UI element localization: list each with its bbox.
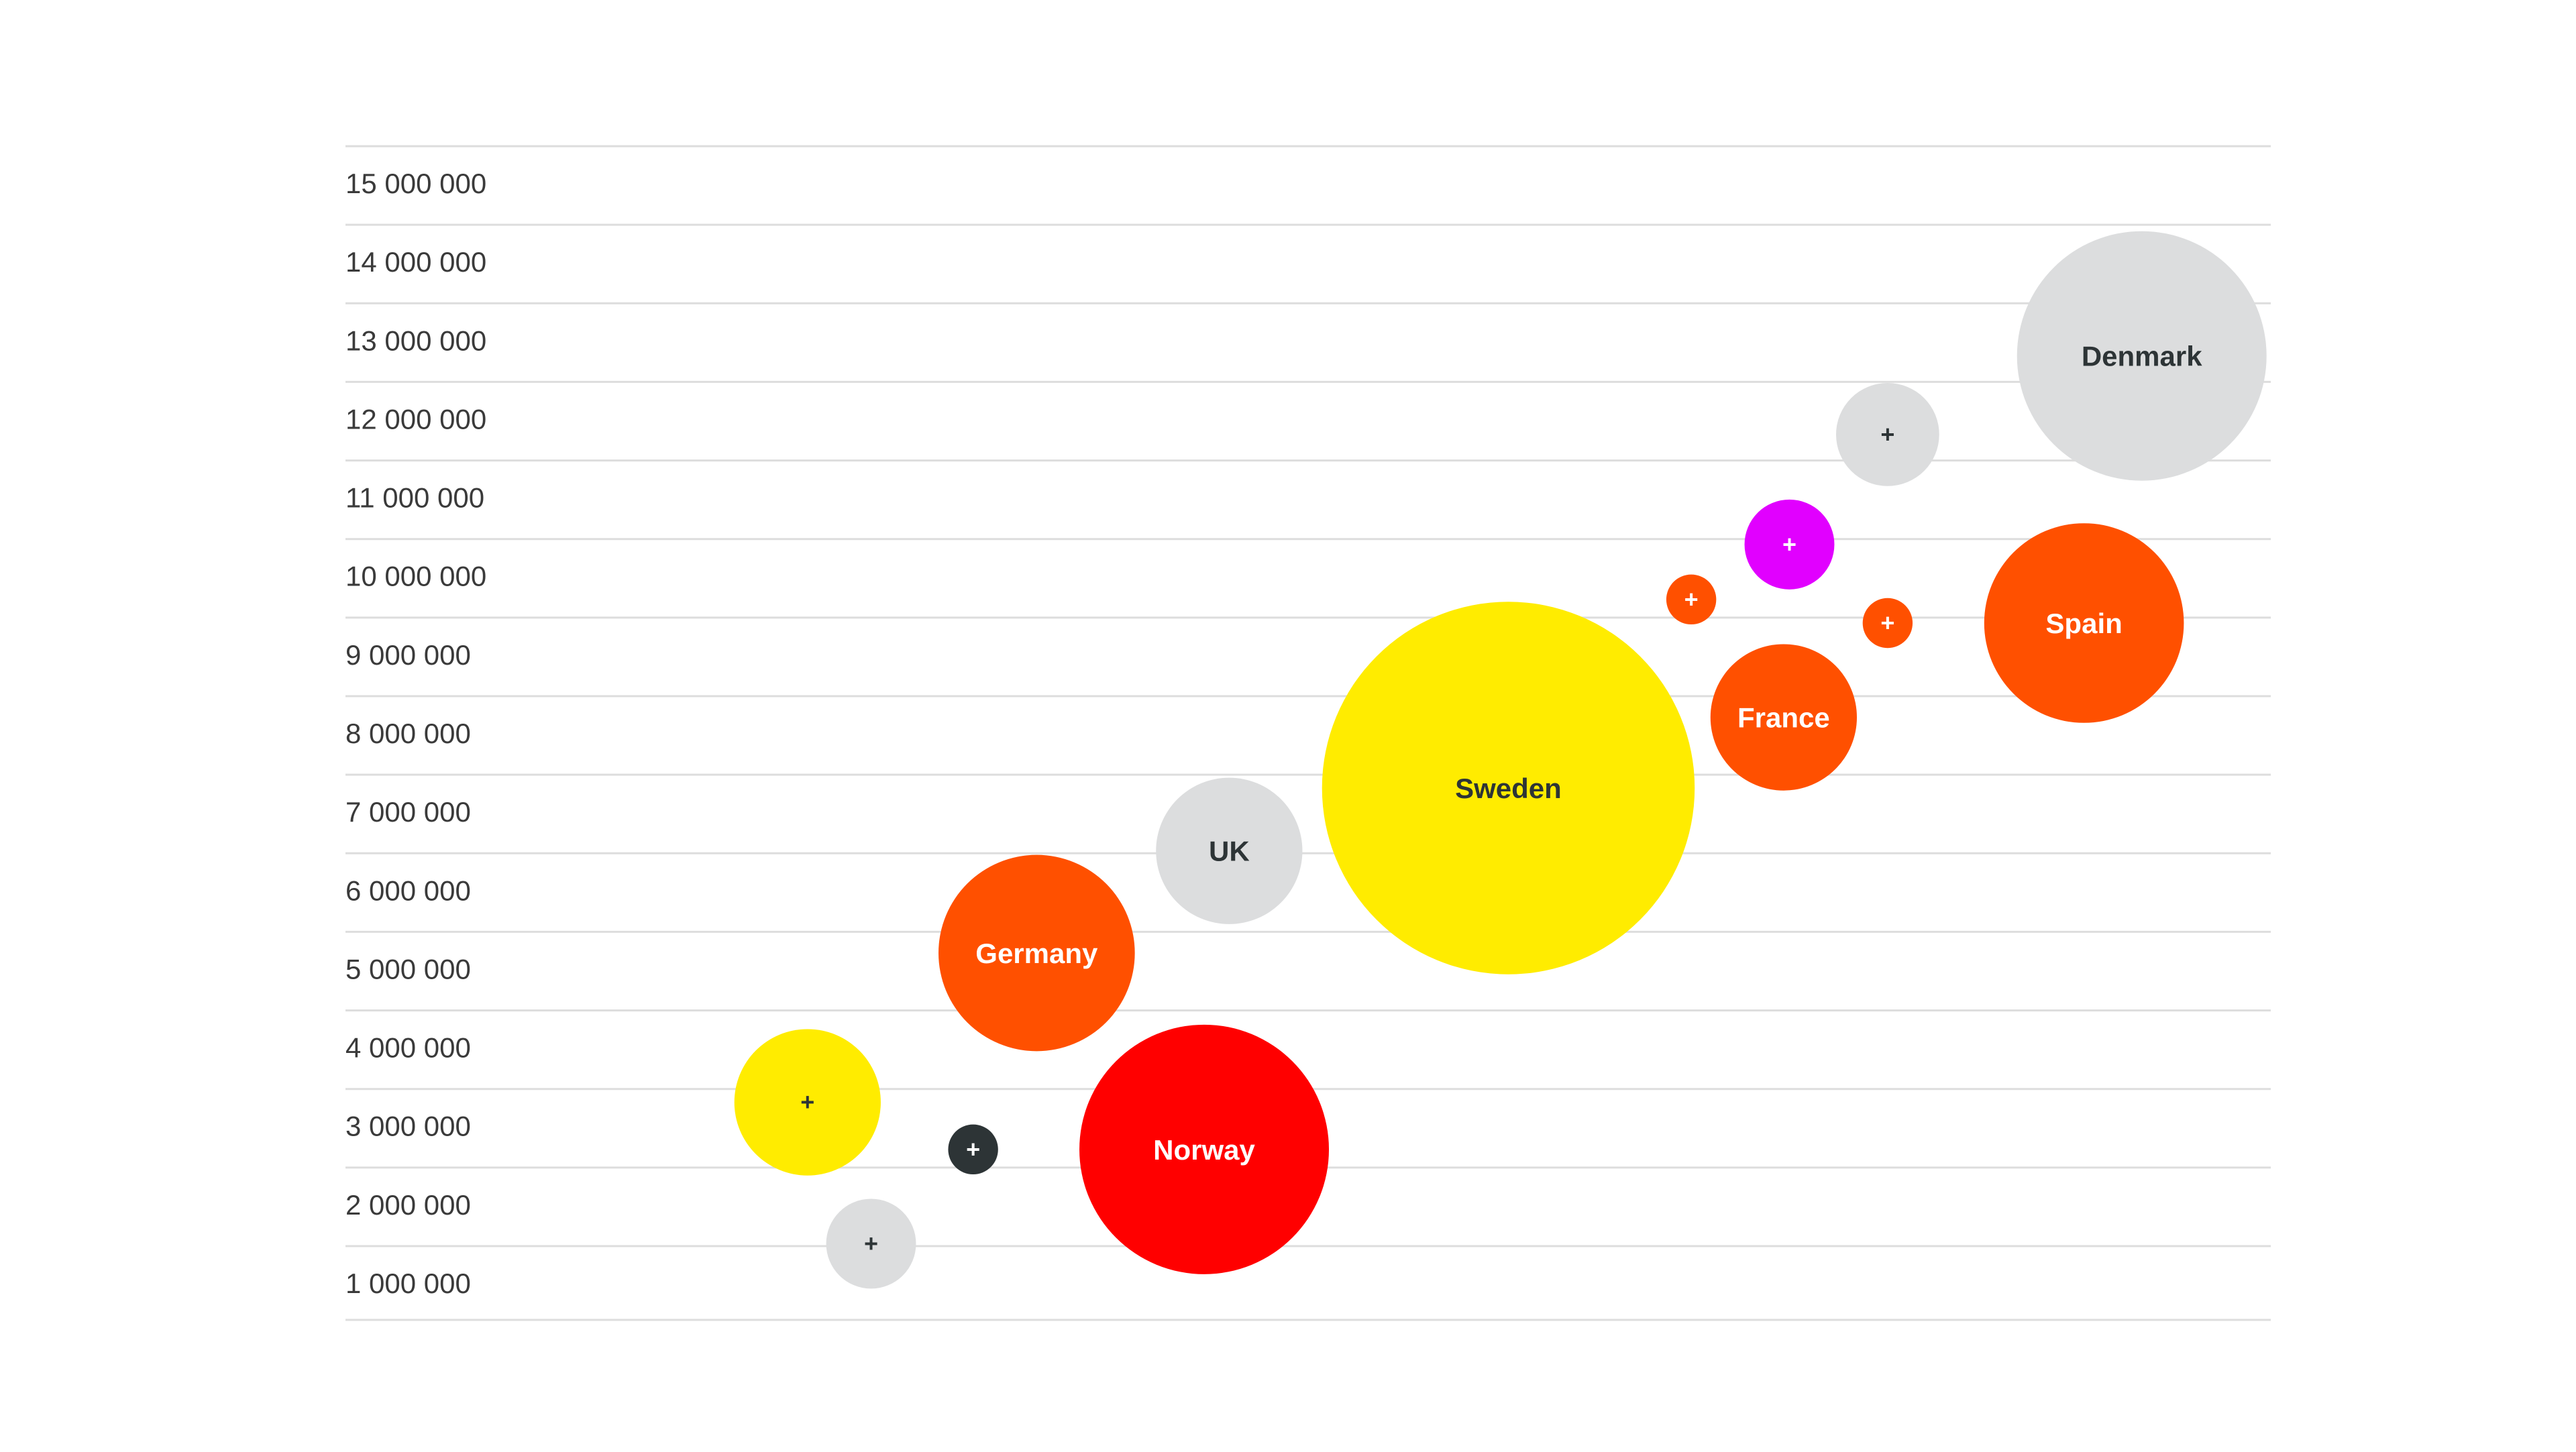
- y-tick-label: 1 000 000: [345, 1268, 471, 1299]
- y-tick-label: 5 000 000: [345, 953, 471, 985]
- bubble-label: France: [1737, 702, 1830, 734]
- bubble-label: UK: [1209, 836, 1250, 867]
- bubble-spain[interactable]: Spain: [1984, 523, 2184, 723]
- y-tick-label: 8 000 000: [345, 718, 471, 749]
- y-tick-label: 14 000 000: [345, 246, 486, 278]
- bubble-circle[interactable]: [734, 1029, 881, 1176]
- bubble-circle[interactable]: [948, 1124, 998, 1175]
- bubble-circle[interactable]: [2017, 231, 2267, 481]
- bubble-uk[interactable]: UK: [1156, 777, 1303, 924]
- plus-icon: +: [1880, 609, 1894, 636]
- bubble-circle[interactable]: [1710, 644, 1858, 791]
- y-tick-label: 2 000 000: [345, 1189, 471, 1221]
- expand-bubble[interactable]: +: [1666, 574, 1717, 625]
- bubble-label: Germany: [975, 938, 1098, 969]
- bubble-circle[interactable]: [1322, 602, 1695, 974]
- bubbles: + + + Germany Norway UK Sweden + France + + + Spain D…: [734, 231, 2267, 1289]
- plus-icon: +: [800, 1088, 814, 1116]
- gridlines: [345, 145, 2271, 1321]
- y-tick-label: 15 000 000: [345, 168, 486, 199]
- expand-bubble[interactable]: +: [734, 1029, 881, 1176]
- bubble-circle[interactable]: [1744, 499, 1835, 590]
- bubble-norway[interactable]: Norway: [1079, 1024, 1330, 1274]
- expand-bubble[interactable]: +: [1862, 598, 1913, 649]
- expand-bubble[interactable]: +: [826, 1198, 916, 1289]
- expand-bubble[interactable]: +: [1835, 382, 1939, 486]
- bubble-circle[interactable]: [1666, 574, 1717, 625]
- y-tick-label: 12 000 000: [345, 403, 486, 435]
- plus-icon: +: [966, 1135, 980, 1163]
- y-tick-label: 3 000 000: [345, 1111, 471, 1142]
- bubble-label: Norway: [1153, 1134, 1255, 1166]
- bubble-germany[interactable]: Germany: [938, 854, 1135, 1052]
- bubble-circle[interactable]: [1079, 1024, 1330, 1274]
- plus-icon: +: [1782, 530, 1796, 558]
- bubble-circle[interactable]: [1156, 777, 1303, 924]
- y-tick-label: 7 000 000: [345, 796, 471, 828]
- plus-icon: +: [1684, 585, 1699, 613]
- bubble-circle[interactable]: [938, 854, 1135, 1052]
- bubble-label: Spain: [2045, 608, 2122, 639]
- y-tick-label: 13 000 000: [345, 325, 486, 356]
- y-tick-label: 11 000 000: [345, 482, 484, 514]
- bubble-circle[interactable]: [826, 1198, 916, 1289]
- y-tick-label: 10 000 000: [345, 561, 486, 592]
- y-tick-label: 6 000 000: [345, 875, 471, 906]
- expand-bubble[interactable]: +: [1744, 499, 1835, 590]
- y-tick-label: 4 000 000: [345, 1032, 471, 1064]
- bubble-circle[interactable]: [1984, 523, 2184, 723]
- y-tick-label: 9 000 000: [345, 639, 471, 671]
- plus-icon: +: [1880, 421, 1894, 448]
- bubble-france[interactable]: France: [1710, 644, 1858, 791]
- bubble-circle[interactable]: [1862, 598, 1913, 649]
- expand-bubble[interactable]: +: [948, 1124, 998, 1175]
- bubble-sweden[interactable]: Sweden: [1322, 602, 1695, 974]
- bubble-denmark[interactable]: Denmark: [2017, 231, 2267, 481]
- bubble-circle[interactable]: [1835, 382, 1939, 486]
- bubble-label: Sweden: [1455, 773, 1562, 804]
- bubble-label: Denmark: [2082, 341, 2202, 372]
- y-axis-tick-labels: 1 000 000 2 000 000 3 000 000 4 000 000 5 00…: [345, 168, 486, 1299]
- plus-icon: +: [864, 1229, 878, 1257]
